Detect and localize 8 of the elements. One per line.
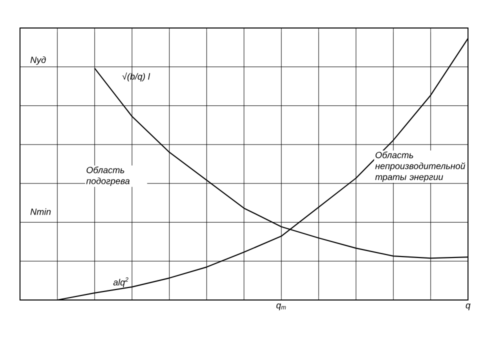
x-tick-label: q: [466, 304, 470, 310]
annotation: Область непроизводительной траты энергии: [375, 152, 466, 182]
series-label: √(b/q) l: [122, 72, 150, 82]
x-tick-label: q$_{m}$: [276, 304, 286, 310]
annotation: Nmin: [30, 208, 51, 215]
annotation: Область подогрева: [86, 166, 130, 186]
annotation: Nуд: [30, 56, 46, 65]
series-label: alq$^{2}$: [113, 277, 128, 288]
